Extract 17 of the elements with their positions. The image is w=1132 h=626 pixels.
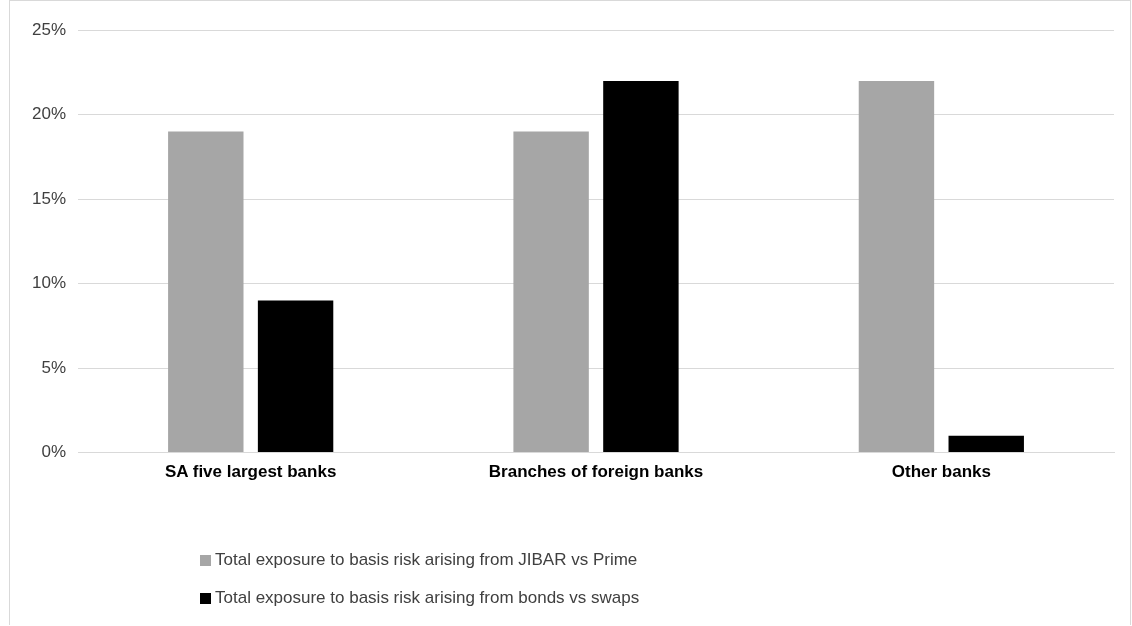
y-tick-label: 5% [41,357,67,377]
y-tick-label: 0% [41,442,67,462]
y-tick-label: 20% [31,104,67,124]
bar [257,300,334,453]
legend-label: Total exposure to basis risk arising from JIBAR vs Prime [215,550,638,570]
bar [858,80,935,453]
y-tick-label: 10% [31,273,67,293]
bar [603,80,679,453]
legend-label: Total exposure to basis risk arising from bonds vs swaps [215,588,640,608]
bar [168,131,244,453]
bar [513,131,589,453]
x-tick-label: SA five largest banks [165,462,337,482]
y-tick-label: 15% [31,188,67,208]
y-tick-label: 25% [31,19,67,39]
bar [948,435,1024,453]
x-tick-label: Branches of foreign banks [488,462,704,482]
x-tick-label: Other banks [891,462,991,482]
